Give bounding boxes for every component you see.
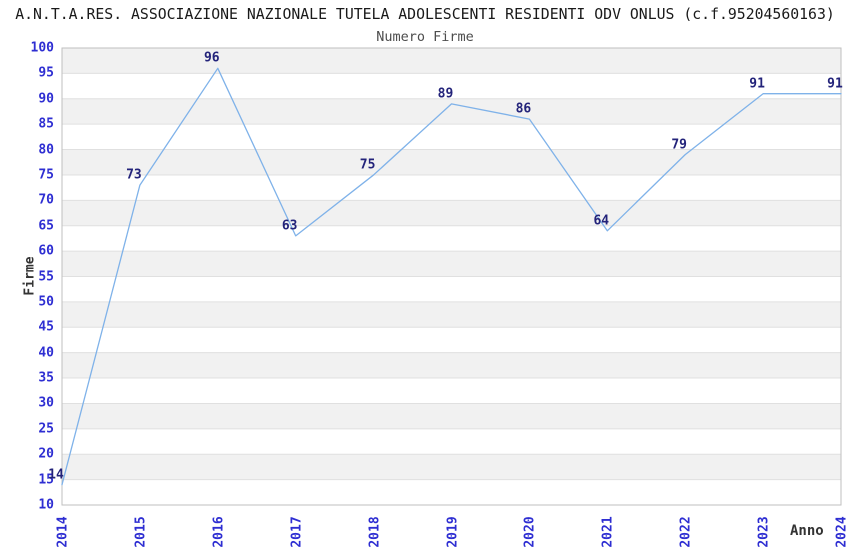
x-tick-label: 2022	[678, 516, 694, 548]
y-tick-label: 20	[38, 446, 54, 462]
y-tick-label: 60	[38, 243, 54, 259]
y-tick-label: 40	[38, 345, 54, 361]
data-point-label: 91	[749, 76, 765, 92]
x-tick-label: 2021	[600, 516, 616, 548]
x-tick-label: 2017	[289, 516, 305, 548]
data-point-label: 91	[827, 76, 843, 92]
y-tick-label: 45	[38, 319, 54, 335]
y-tick-label: 30	[38, 395, 54, 411]
chart-subtitle: Numero Firme	[376, 29, 474, 45]
y-tick-label: 55	[38, 269, 54, 284]
y-tick-label: 15	[38, 472, 54, 488]
data-point-label: 75	[359, 157, 376, 173]
x-tick-label: 2024	[834, 516, 850, 548]
x-tick-label: 2015	[133, 516, 149, 548]
y-tick-label: 10	[38, 497, 54, 513]
y-tick-label: 50	[38, 294, 54, 310]
y-tick-label: 35	[38, 370, 54, 386]
y-tick-label: 90	[38, 91, 54, 107]
x-tick-label: 2020	[522, 516, 538, 548]
data-point-label: 79	[671, 137, 688, 153]
x-tick-label: 2014	[55, 516, 71, 548]
data-point-label: 64	[593, 213, 610, 229]
data-point-label: 96	[203, 50, 220, 66]
data-point-label: 63	[281, 218, 298, 234]
data-point-label: 89	[437, 86, 454, 102]
y-tick-label: 80	[38, 142, 54, 158]
x-tick-label: 2018	[367, 516, 383, 548]
y-tick-label: 100	[30, 40, 54, 56]
y-tick-label: 25	[38, 421, 54, 437]
data-point-label: 73	[126, 167, 142, 183]
data-point-label: 14	[48, 467, 64, 483]
y-tick-label: 70	[38, 192, 54, 208]
x-tick-label: 2016	[211, 516, 227, 548]
chart-title: A.N.T.A.RES. ASSOCIAZIONE NAZIONALE TUTE…	[15, 6, 835, 23]
y-tick-label: 65	[38, 218, 54, 234]
y-tick-label: 95	[38, 65, 54, 81]
x-axis-title: Anno	[790, 523, 824, 539]
x-tick-label: 2019	[445, 516, 460, 548]
data-point-label: 86	[515, 101, 532, 117]
x-tick-label: 2023	[756, 516, 772, 548]
y-tick-label: 85	[38, 116, 54, 132]
y-tick-label: 75	[38, 167, 54, 183]
